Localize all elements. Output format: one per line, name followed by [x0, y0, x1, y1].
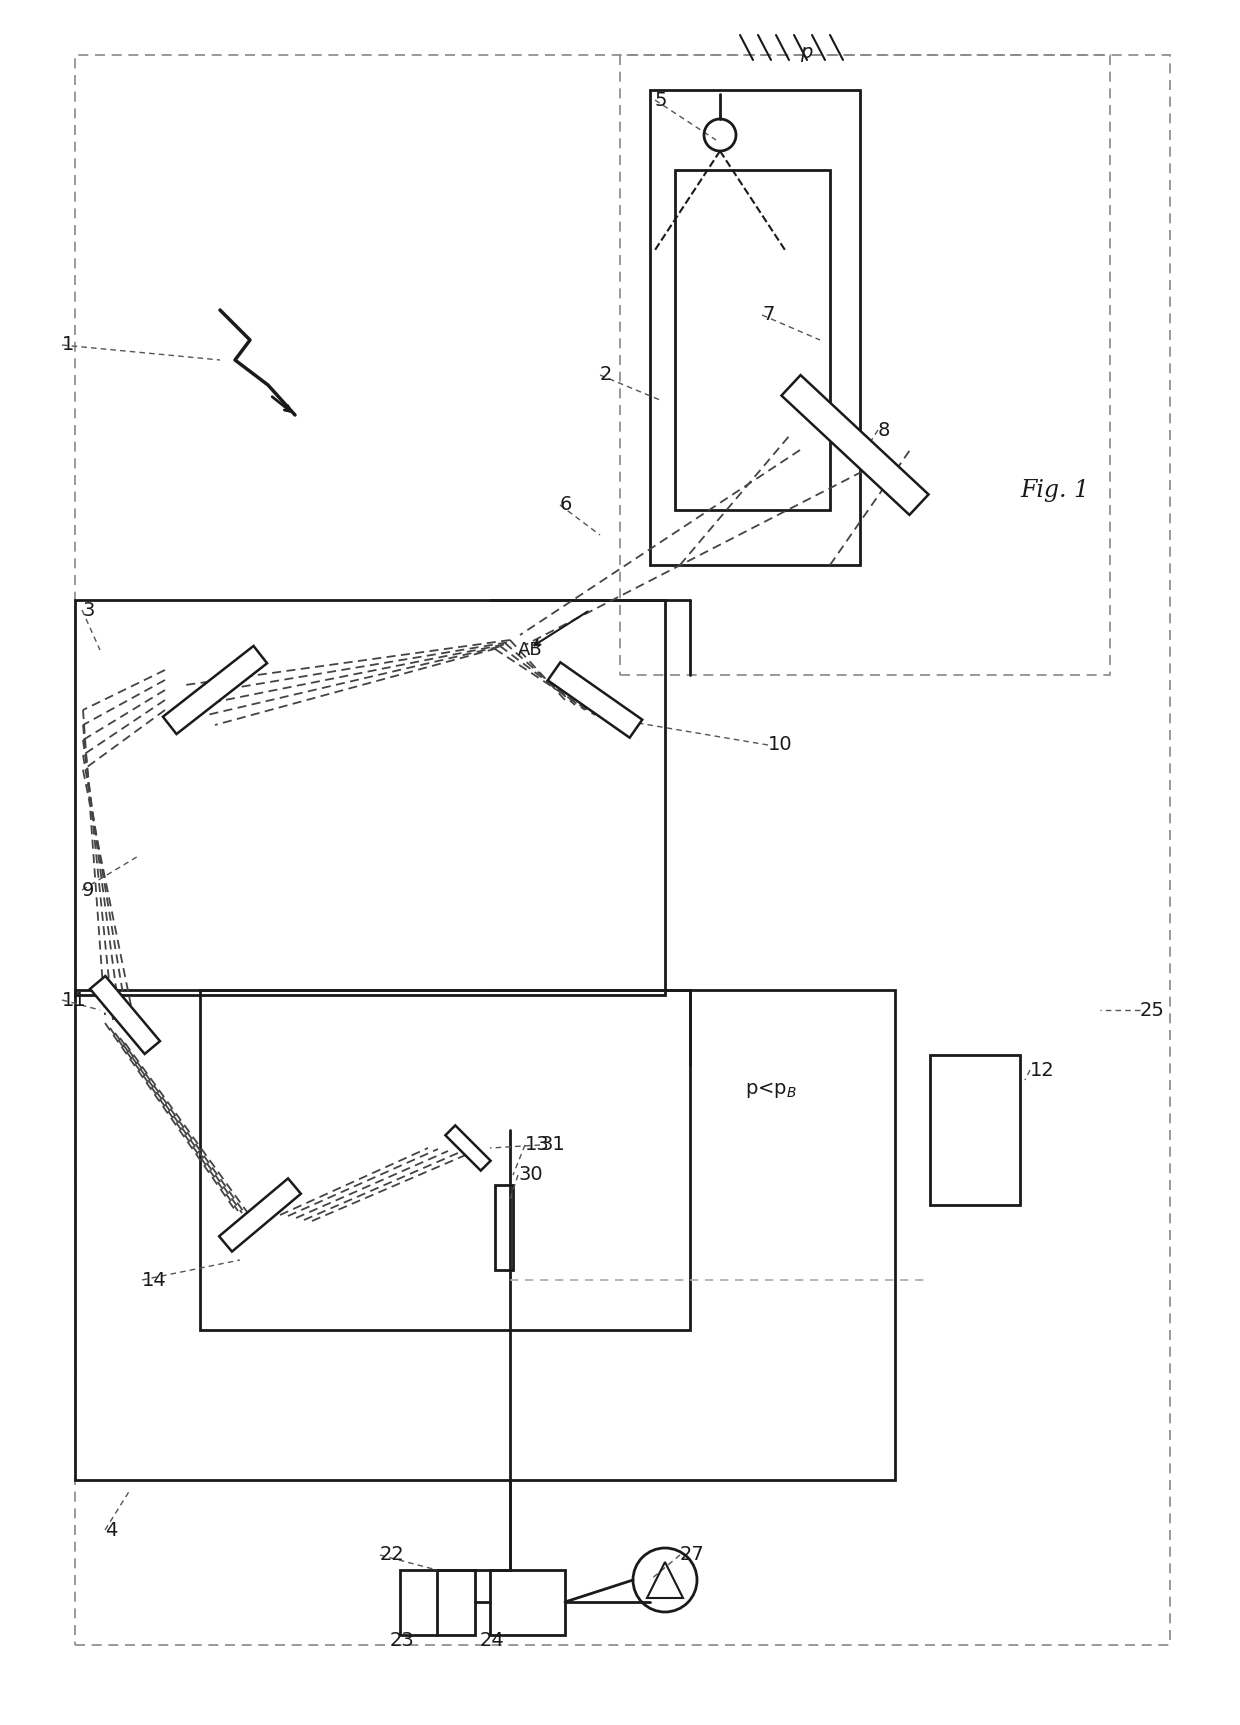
Text: 30: 30 — [518, 1166, 543, 1185]
Text: 13: 13 — [525, 1135, 549, 1154]
Text: 8: 8 — [878, 421, 890, 440]
Polygon shape — [219, 1178, 301, 1252]
Text: 7: 7 — [763, 305, 774, 324]
Text: 27: 27 — [680, 1546, 704, 1565]
Text: 3: 3 — [82, 600, 94, 619]
Text: 4: 4 — [105, 1520, 118, 1539]
Text: 9: 9 — [82, 880, 94, 899]
Bar — [930, 1056, 1021, 1206]
Text: 6: 6 — [560, 495, 573, 514]
Text: 25: 25 — [1140, 1000, 1164, 1019]
Text: 10: 10 — [768, 735, 792, 754]
Text: 12: 12 — [1030, 1061, 1055, 1080]
Bar — [74, 55, 1171, 1646]
Text: p<p$_B$: p<p$_B$ — [745, 1080, 797, 1101]
Text: 22: 22 — [379, 1546, 404, 1565]
Polygon shape — [162, 645, 267, 735]
Polygon shape — [445, 1125, 491, 1171]
Bar — [200, 990, 689, 1330]
Bar — [620, 55, 1110, 674]
Bar — [74, 600, 665, 995]
Bar — [401, 1570, 475, 1635]
Text: 1: 1 — [62, 335, 74, 355]
Text: 11: 11 — [62, 990, 87, 1009]
Text: 5: 5 — [655, 90, 667, 109]
Bar — [495, 1185, 513, 1270]
Text: Fig. 1: Fig. 1 — [1021, 478, 1089, 502]
Bar — [490, 1570, 565, 1635]
Bar — [74, 990, 895, 1480]
Text: AB: AB — [518, 642, 543, 659]
Text: p: p — [800, 43, 812, 62]
Text: 23: 23 — [391, 1630, 414, 1649]
Text: 31: 31 — [539, 1135, 564, 1154]
Bar — [675, 171, 830, 511]
Text: 24: 24 — [480, 1630, 505, 1649]
Bar — [650, 90, 861, 566]
Polygon shape — [781, 374, 929, 516]
Text: 14: 14 — [143, 1271, 166, 1290]
Polygon shape — [548, 662, 642, 738]
Polygon shape — [91, 976, 160, 1054]
Text: 2: 2 — [600, 366, 613, 385]
